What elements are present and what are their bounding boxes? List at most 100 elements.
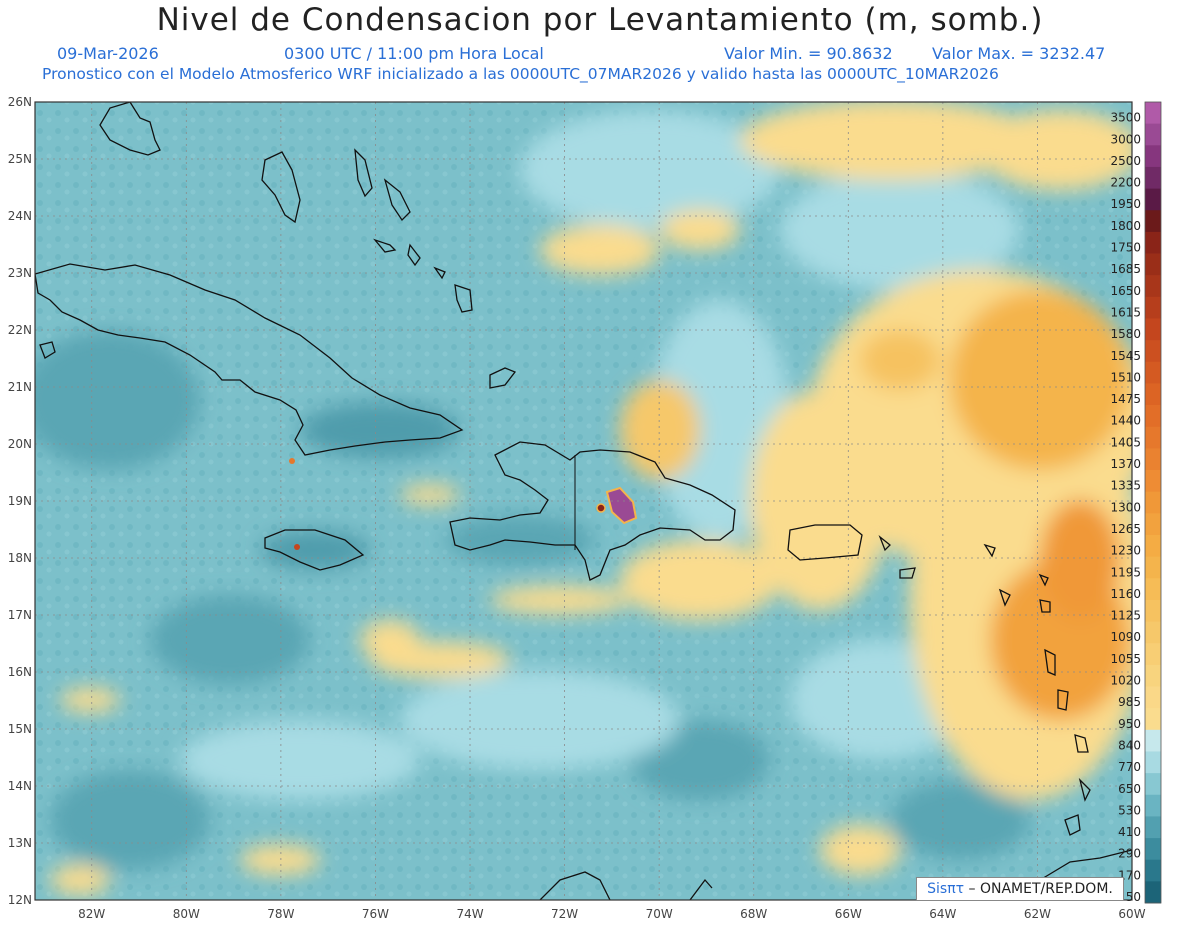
hispaniola-coast (449, 441, 736, 581)
color-legend: 3500 3000 2500 2200 1950 1800 1750 1685 1650 1615… (1110, 101, 1162, 904)
legend-swatch (1145, 102, 1161, 125)
legend-label: 410 (1118, 825, 1141, 839)
legend-swatch (1145, 643, 1161, 666)
legend-swatch (1145, 686, 1161, 709)
legend-swatch (1145, 556, 1161, 579)
legend-label: 1545 (1110, 349, 1141, 363)
lon-label: 60W (1118, 907, 1145, 921)
legend-label: 770 (1118, 760, 1141, 774)
legend-label: 50 (1126, 890, 1141, 904)
south-america-coast (539, 871, 611, 900)
legend-label: 1615 (1110, 305, 1141, 319)
legend-label: 1055 (1110, 652, 1141, 666)
legend-label: 840 (1118, 738, 1141, 752)
legend-label: 650 (1118, 782, 1141, 796)
legend-swatch (1145, 166, 1161, 189)
legend-label: 1475 (1110, 392, 1141, 406)
legend-label: 3000 (1110, 132, 1141, 146)
longitude-labels: 82W 80W 78W 76W 74W 72W 70W 68W 66W 64W 62W 60W (78, 907, 1146, 921)
legend-label: 1195 (1110, 565, 1141, 579)
legend-swatch (1145, 816, 1161, 839)
lon-label: 82W (78, 907, 105, 921)
legend-swatch (1145, 599, 1161, 622)
legend-swatch (1145, 426, 1161, 449)
legend-swatch (1145, 340, 1161, 363)
forecast-date: 09-Mar-2026 (57, 44, 159, 63)
legend-label: 1580 (1110, 327, 1141, 341)
legend-swatch (1145, 275, 1161, 298)
latitude-labels: 26N 25N 24N 23N 22N 21N 20N 19N 18N 17N 16N 15N 14N 1… (8, 95, 32, 907)
legend-swatch (1145, 751, 1161, 774)
map-frame (34, 101, 1133, 901)
lat-label: 18N (8, 551, 32, 565)
lcl-field (35, 102, 1132, 900)
lon-label: 76W (362, 907, 389, 921)
legend-label: 1750 (1110, 241, 1141, 255)
legend-label: 530 (1118, 803, 1141, 817)
legend-swatch (1145, 470, 1161, 493)
lat-label: 17N (8, 608, 32, 622)
legend-label: 1650 (1110, 284, 1141, 298)
legend-label: 290 (1118, 847, 1141, 861)
model-description: Pronostico con el Modelo Atmosferico WRF… (42, 65, 999, 83)
credit-text: – ONAMET/REP.DOM. (968, 881, 1113, 897)
florida-coast (99, 102, 161, 156)
legend-swatch (1145, 405, 1161, 428)
legend-label: 1440 (1110, 414, 1141, 428)
legend-label: 1370 (1110, 457, 1141, 471)
legend-label: 1950 (1110, 197, 1141, 211)
legend-swatch (1145, 773, 1161, 796)
legend-label: 1265 (1110, 522, 1141, 536)
lat-label: 25N (8, 152, 32, 166)
legend-swatch (1145, 188, 1161, 211)
lat-label: 19N (8, 494, 32, 508)
legend-label: 1685 (1110, 262, 1141, 276)
lon-label: 62W (1024, 907, 1051, 921)
legend-label: 1335 (1110, 479, 1141, 493)
legend-swatch (1145, 253, 1161, 276)
lat-label: 23N (8, 266, 32, 280)
legend-swatch (1145, 729, 1161, 752)
legend-swatch (1145, 664, 1161, 687)
min-value: Valor Min. = 90.8632 (724, 44, 893, 63)
legend-label: 1125 (1110, 609, 1141, 623)
lat-label: 20N (8, 437, 32, 451)
legend-label: 950 (1118, 717, 1141, 731)
legend-frame (1144, 101, 1162, 904)
legend-label: 2200 (1110, 176, 1141, 190)
legend-label: 985 (1118, 695, 1141, 709)
legend-swatch (1145, 448, 1161, 471)
legend-swatch (1145, 881, 1161, 904)
legend-label: 1800 (1110, 219, 1141, 233)
credit-box: Sisπτ – ONAMET/REP.DOM. (916, 877, 1124, 901)
legend-label: 1160 (1110, 587, 1141, 601)
legend-label: 1510 (1110, 370, 1141, 384)
lon-label: 72W (551, 907, 578, 921)
lat-label: 15N (8, 722, 32, 736)
legend-swatch (1145, 145, 1161, 168)
coastlines (35, 102, 1132, 900)
legend-label: 2500 (1110, 154, 1141, 168)
max-value: Valor Max. = 3232.47 (932, 44, 1106, 63)
legend-swatch (1145, 361, 1161, 384)
jamaica-coast (264, 529, 365, 571)
legend-swatch (1145, 578, 1161, 601)
legend-swatch (1145, 318, 1161, 341)
map-title: Nivel de Condensacion por Levantamiento … (156, 2, 1044, 38)
lon-label: 64W (929, 907, 956, 921)
lon-label: 80W (173, 907, 200, 921)
legend-swatch (1145, 123, 1161, 146)
legend-swatch (1145, 491, 1161, 514)
legend-swatch (1145, 231, 1161, 254)
bahamas-coast (261, 151, 301, 224)
legend-label: 1020 (1110, 674, 1141, 688)
lon-label: 74W (456, 907, 483, 921)
legend-swatch (1145, 794, 1161, 817)
legend-label: 1090 (1110, 630, 1141, 644)
legend-label: 1405 (1110, 435, 1141, 449)
legend-label: 1300 (1110, 500, 1141, 514)
lat-label: 13N (8, 836, 32, 850)
legend-swatch (1145, 859, 1161, 882)
cuba-coast (35, 263, 464, 456)
